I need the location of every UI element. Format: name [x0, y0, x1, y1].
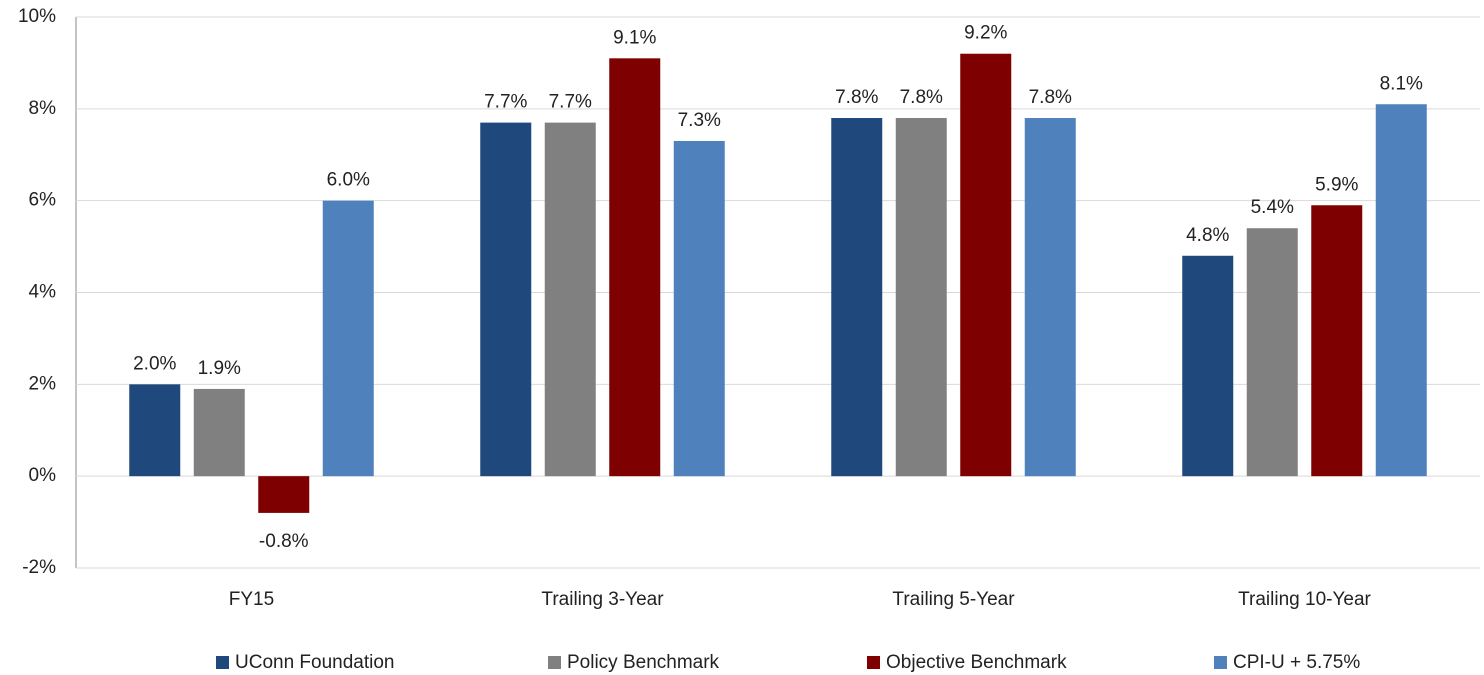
y-tick-label: -2% — [22, 557, 56, 578]
legend-label: CPI-U + 5.75% — [1233, 652, 1360, 673]
data-label: 9.2% — [964, 23, 1007, 44]
data-label: 7.7% — [484, 92, 527, 113]
y-tick-label: 0% — [29, 465, 57, 486]
data-label: 1.9% — [198, 358, 241, 379]
bar — [544, 122, 596, 477]
legend-swatch — [867, 656, 880, 669]
legend-label: Objective Benchmark — [886, 652, 1067, 673]
data-label: 2.0% — [133, 353, 176, 374]
bar — [322, 200, 374, 477]
x-tick-label: Trailing 5-Year — [892, 589, 1015, 610]
data-label: 7.8% — [835, 87, 878, 108]
data-label: 6.0% — [327, 170, 370, 191]
data-label: -0.8% — [259, 531, 309, 552]
bar — [673, 140, 725, 477]
bar — [1246, 228, 1298, 477]
bar — [258, 476, 310, 513]
bar — [1024, 118, 1076, 477]
legend-label: UConn Foundation — [235, 652, 395, 673]
bar — [129, 384, 181, 477]
bar — [1375, 104, 1427, 477]
data-label: 8.1% — [1380, 73, 1423, 94]
data-label: 9.1% — [613, 27, 656, 48]
bar — [480, 122, 532, 477]
legend-swatch — [1214, 656, 1227, 669]
data-label: 4.8% — [1186, 225, 1229, 246]
data-label: 7.8% — [1029, 87, 1072, 108]
legend-swatch — [216, 656, 229, 669]
x-tick-label: Trailing 3-Year — [541, 589, 664, 610]
y-tick-label: 2% — [29, 373, 57, 394]
legend-label: Policy Benchmark — [567, 652, 720, 673]
data-label: 7.3% — [678, 110, 721, 131]
bar — [609, 58, 661, 477]
data-label: 7.7% — [549, 92, 592, 113]
data-label: 5.4% — [1251, 197, 1294, 218]
y-tick-label: 6% — [29, 190, 57, 211]
y-tick-label: 8% — [29, 98, 57, 119]
legend-swatch — [548, 656, 561, 669]
bar — [960, 53, 1012, 477]
bar — [1182, 255, 1234, 477]
bar — [1311, 205, 1363, 477]
x-tick-label: FY15 — [229, 589, 274, 610]
bar — [831, 118, 883, 477]
data-label: 5.9% — [1315, 174, 1358, 195]
bar — [895, 118, 947, 477]
y-tick-label: 4% — [29, 282, 57, 303]
y-tick-label: 10% — [18, 6, 56, 27]
bar — [193, 388, 245, 477]
data-label: 7.8% — [900, 87, 943, 108]
x-tick-label: Trailing 10-Year — [1238, 589, 1371, 610]
